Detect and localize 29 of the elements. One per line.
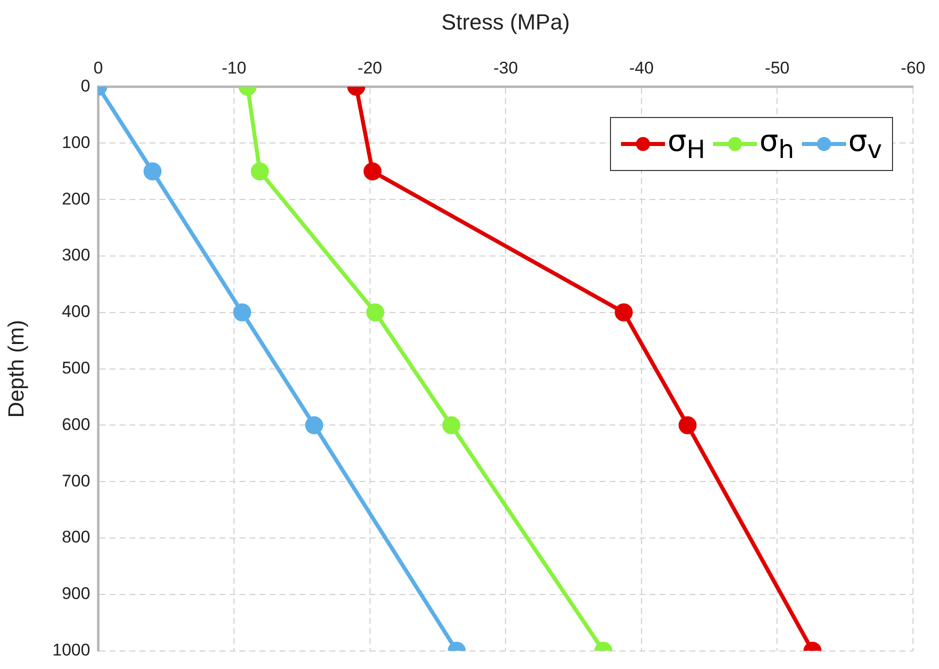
y-tick-label: 800	[62, 528, 90, 547]
point	[442, 416, 460, 434]
legend-label: σ$_{H}$	[667, 124, 706, 164]
x-axis-title: Stress (MPa)	[441, 9, 570, 34]
y-tick-label: 400	[62, 302, 90, 322]
point	[366, 303, 384, 322]
point	[614, 303, 633, 322]
x-tick-label: -50	[764, 58, 790, 78]
legend-label: σ$_{v}$	[848, 124, 882, 164]
y-tick-label: 200	[62, 189, 90, 208]
x-tick-label: 0	[93, 58, 103, 78]
point	[233, 303, 252, 322]
y-tick-label: 1000	[52, 640, 90, 660]
x-tick-label: -20	[358, 58, 382, 78]
y-tick-label: 100	[62, 132, 90, 152]
x-tick-label: -60	[900, 58, 926, 78]
point	[678, 416, 697, 434]
x-tick-label: -40	[629, 58, 654, 78]
y-tick-label: 900	[62, 584, 90, 604]
y-tick-label: 0	[80, 76, 90, 96]
legend-label: σ$_{h}$	[759, 124, 794, 164]
y-tick-label: 500	[62, 358, 90, 378]
y-axis-title: Depth (m)	[3, 320, 28, 418]
point	[305, 416, 324, 434]
y-tick-label: 700	[62, 471, 90, 490]
y-tick-label: 600	[62, 414, 90, 434]
x-tick-label: -10	[222, 58, 246, 78]
x-tick-label: -30	[493, 58, 518, 78]
y-tick-label: 300	[62, 246, 90, 265]
